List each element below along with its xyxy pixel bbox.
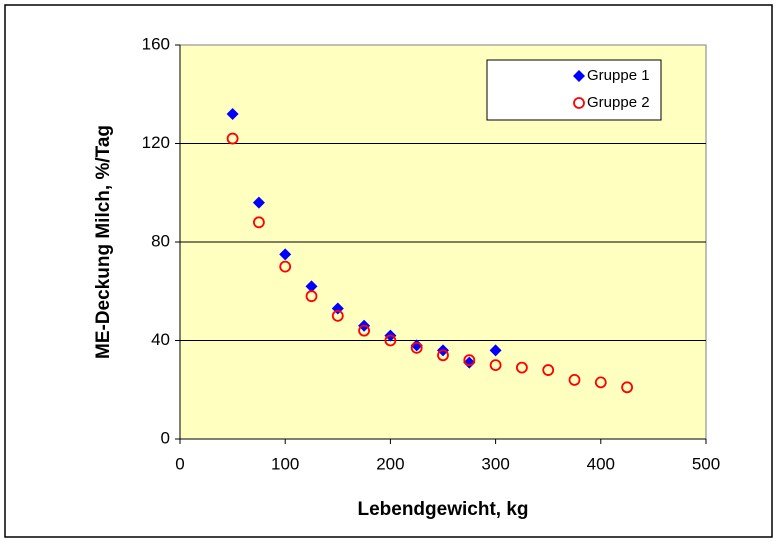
point xyxy=(226,107,239,120)
x-tick-label: 500 xyxy=(692,454,720,473)
point xyxy=(305,280,318,293)
point xyxy=(384,334,397,347)
point xyxy=(463,354,476,367)
y-axis-title: ME-Deckung Milch, %/Tag xyxy=(93,125,114,359)
point xyxy=(252,196,265,209)
x-tick-label: 200 xyxy=(376,454,404,473)
point xyxy=(516,361,528,374)
legend-label: Gruppe 1 xyxy=(587,67,650,84)
point xyxy=(542,364,555,376)
point xyxy=(489,359,502,372)
x-tick-label: 300 xyxy=(481,454,509,473)
legend-marker xyxy=(573,97,585,109)
point xyxy=(305,290,318,303)
y-tick-label: 120 xyxy=(142,133,170,152)
point xyxy=(410,339,423,352)
point xyxy=(226,132,239,145)
point xyxy=(279,248,292,261)
point xyxy=(410,341,423,354)
y-tick-label: 160 xyxy=(142,34,170,53)
point xyxy=(594,376,607,389)
legend-box xyxy=(486,59,662,121)
point xyxy=(331,309,344,322)
point xyxy=(279,260,292,273)
point xyxy=(358,324,371,337)
x-axis-title: Lebendgewicht, kg xyxy=(357,499,528,520)
point xyxy=(463,356,476,369)
point xyxy=(489,344,502,357)
y-tick-label: 0 xyxy=(161,428,170,447)
legend-marker xyxy=(573,70,585,82)
x-tick-label: 100 xyxy=(271,454,299,473)
point xyxy=(252,216,265,229)
y-tick-label: 80 xyxy=(151,231,170,250)
legend-label: Gruppe 2 xyxy=(587,94,650,111)
point xyxy=(568,373,581,386)
x-tick-label: 0 xyxy=(175,454,184,473)
y-tick-label: 40 xyxy=(151,330,170,349)
x-tick-label: 400 xyxy=(587,454,615,473)
point xyxy=(621,381,633,394)
point xyxy=(437,349,449,362)
